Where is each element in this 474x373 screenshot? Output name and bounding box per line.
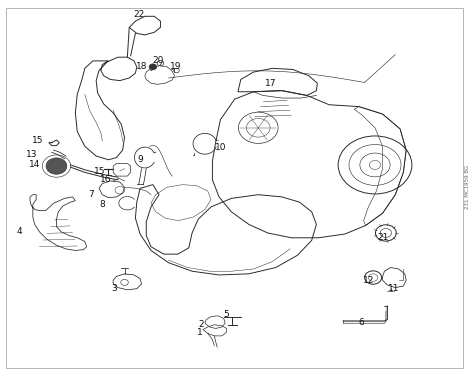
Text: 21: 21 — [377, 233, 388, 242]
Circle shape — [149, 64, 156, 70]
Text: 15: 15 — [32, 135, 43, 145]
Text: 9: 9 — [137, 155, 143, 164]
Text: 4: 4 — [17, 226, 22, 236]
Text: 18: 18 — [136, 62, 147, 71]
Text: 6: 6 — [358, 318, 364, 327]
Text: 1: 1 — [197, 327, 203, 337]
Text: 5: 5 — [224, 310, 229, 319]
Text: 8: 8 — [100, 200, 105, 209]
Text: 22: 22 — [133, 10, 144, 19]
Text: 12: 12 — [363, 276, 374, 285]
Text: 10: 10 — [215, 143, 226, 152]
Text: 17: 17 — [265, 79, 277, 88]
Text: 15: 15 — [94, 167, 106, 176]
Text: 7: 7 — [89, 190, 94, 199]
Circle shape — [46, 158, 67, 174]
Text: 3: 3 — [111, 284, 117, 293]
Text: 13: 13 — [26, 150, 37, 159]
Text: 20: 20 — [152, 56, 163, 65]
Text: 14: 14 — [29, 160, 40, 169]
Text: 231 MC1959 BG: 231 MC1959 BG — [465, 164, 470, 209]
Text: 19: 19 — [170, 62, 182, 71]
Text: 2: 2 — [199, 320, 204, 329]
Text: 16: 16 — [100, 175, 111, 184]
Text: 11: 11 — [388, 284, 400, 293]
